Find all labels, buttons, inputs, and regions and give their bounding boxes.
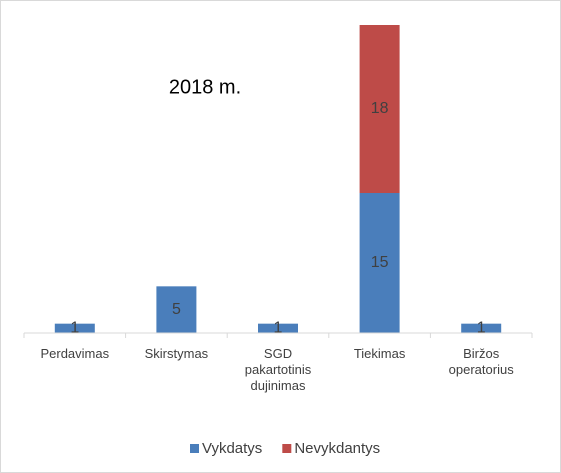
data-label: 15 xyxy=(371,254,389,271)
bar-segment xyxy=(156,286,197,333)
bar-segment xyxy=(359,193,400,333)
x-tick-label: Skirstymas xyxy=(144,346,209,361)
bar-segment xyxy=(54,323,95,333)
data-label: 1 xyxy=(274,320,283,337)
x-tick-label: Tiekimas xyxy=(353,346,406,361)
data-label: 5 xyxy=(172,301,181,318)
bar-segment xyxy=(258,323,298,333)
legend-label: Vykdatys xyxy=(202,440,262,457)
x-tick-label: SGD pakartotinis dujinimas xyxy=(244,346,312,393)
bar-segment xyxy=(359,25,400,193)
legend-swatch xyxy=(190,444,199,453)
bar-segment xyxy=(461,323,502,333)
legend-label: Nevykdantys xyxy=(294,440,380,457)
x-tick-label: Perdavimas xyxy=(40,346,110,361)
legend-swatch xyxy=(282,444,292,453)
chart-title: 2018 m. xyxy=(169,76,241,98)
data-label: 18 xyxy=(371,100,389,117)
data-label: 1 xyxy=(477,320,486,337)
data-label: 1 xyxy=(70,320,79,337)
x-tick-label: Biržos operatorius xyxy=(448,346,514,377)
